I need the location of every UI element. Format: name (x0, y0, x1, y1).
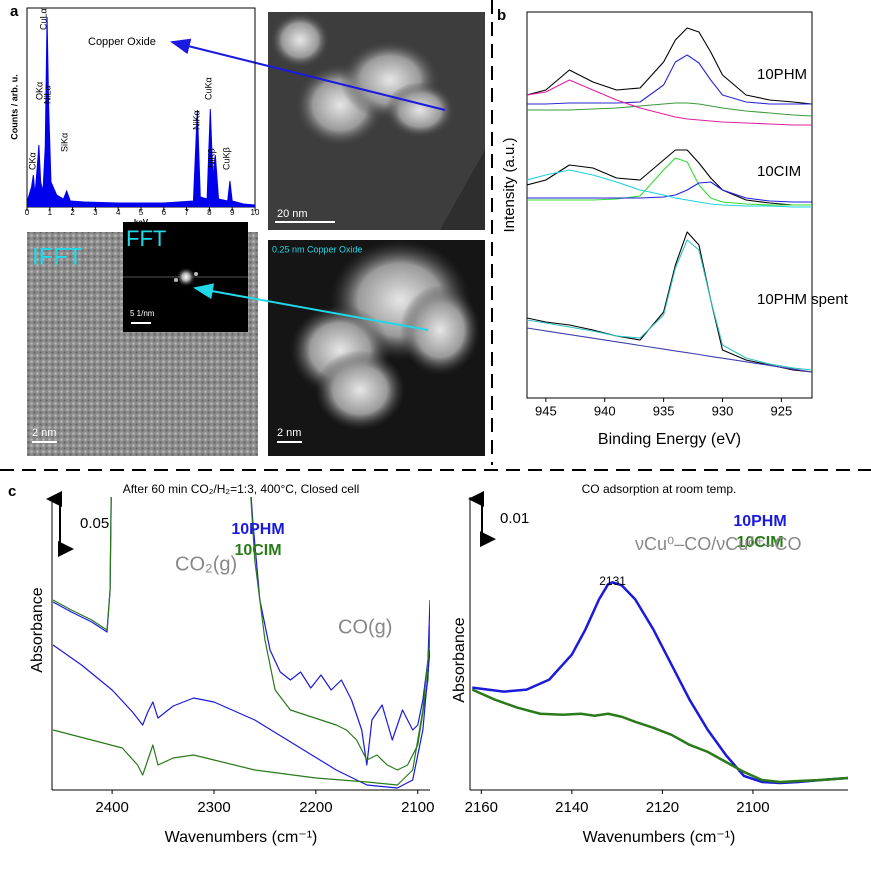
legend-entry: 10CIM (736, 534, 783, 551)
series-line (527, 79, 812, 126)
annotation: NiLα (42, 85, 52, 104)
x-axis-label: Wavenumbers (cm⁻¹) (165, 829, 318, 846)
legend-entry: 10CIM (234, 542, 281, 559)
scale-label: 2 nm (277, 427, 301, 439)
x-tick-label: 4 (116, 208, 121, 217)
x-tick-label: 2400 (95, 799, 128, 816)
arrow (170, 38, 446, 111)
annotation: CuLα (38, 8, 48, 30)
series-line (527, 239, 812, 371)
series-line (527, 149, 812, 206)
tem-top-image: 20 nm (268, 12, 485, 230)
x-tick-label: 940 (594, 403, 616, 418)
scale-label: 2 nm (32, 427, 56, 439)
series-line (527, 157, 812, 206)
scale-label: 5 1/nm (130, 309, 155, 318)
series-line (52, 644, 430, 789)
scale-bar-label: 0.01 (500, 510, 529, 527)
x-tick-label: 2300 (197, 799, 230, 816)
x-tick-label: 1 (48, 208, 53, 217)
annotation: Copper Oxide (88, 36, 156, 48)
spectrum-area (27, 16, 255, 207)
x-tick-label: 930 (712, 403, 734, 418)
annotation: CO(g) (338, 616, 392, 638)
x-tick-label: 0 (25, 208, 30, 217)
series-line (527, 27, 812, 105)
chart: 945 940 935 930 925 Binding Energy (eV) Intens… (501, 11, 849, 448)
y-axis-label: Absorbance (29, 587, 46, 672)
ifft-label: IFFT (32, 243, 83, 270)
haadf-image: 0.25 nm Copper Oxide 2 nm (268, 240, 485, 456)
chart-title: CO adsorption at room temp. (582, 482, 737, 496)
x-tick-label: 2 (70, 208, 75, 217)
x-tick-label: 6 (162, 208, 167, 217)
y-axis-label: Absorbance (451, 617, 468, 702)
series-line (527, 327, 812, 373)
x-tick-label: 935 (653, 403, 675, 418)
peak-label: 2131 (599, 574, 626, 588)
series-line (52, 639, 430, 786)
annotation: 10CIM (757, 163, 801, 180)
series-line (471, 688, 848, 784)
legend-entry: 10PHM (733, 513, 786, 530)
scale-bar-label: 0.05 (80, 515, 109, 532)
x-tick-label: 2100 (401, 799, 434, 816)
x-tick-label: 2160 (465, 799, 498, 816)
annotation: OKα (34, 82, 44, 100)
annotation: CuKβ (221, 147, 231, 170)
x-tick-label: 925 (771, 403, 793, 418)
panel-label: c (8, 483, 16, 500)
x-tick-label: 2120 (646, 799, 679, 816)
x-tick-label: 945 (535, 403, 557, 418)
chart: 2400 2300 2200 2100 Wavenumbers (cm⁻¹) Absorb… (29, 482, 434, 846)
haadf-label: 0.25 nm Copper Oxide (272, 244, 363, 254)
annotation: CuKα (203, 77, 213, 100)
series-line (52, 497, 430, 771)
x-tick-label: 5 (139, 208, 144, 217)
y-axis-label: Intensity (a.u.) (501, 137, 518, 232)
x-tick-label: 3 (93, 208, 98, 217)
annotation: 10PHM (757, 66, 807, 83)
x-tick-label: 10 (251, 208, 260, 217)
x-axis-label: keV (134, 218, 149, 227)
fft-label: FFT (126, 226, 166, 251)
y-axis-label: Counts / arb. u. (9, 74, 19, 140)
annotation: SiKα (59, 133, 69, 152)
annotation: CKα (27, 152, 37, 170)
arrow (193, 283, 429, 331)
annotation: CO₂(g) (175, 553, 237, 575)
series-line (527, 54, 812, 105)
series-line (527, 231, 812, 373)
legend-entry: 10PHM (231, 521, 284, 538)
series-line (527, 169, 812, 208)
annotation: NiKβ (206, 148, 216, 168)
series-line (527, 102, 812, 117)
annotation: 10PHM spent (757, 291, 849, 308)
annotation: NiKα (191, 110, 201, 130)
x-tick-label: 2100 (736, 799, 769, 816)
x-tick-label: 9 (230, 208, 235, 217)
x-axis-label: Binding Energy (eV) (598, 431, 741, 448)
fft-inset: FFT 5 1/nm (123, 222, 248, 332)
series-line (527, 181, 812, 203)
x-tick-label: 7 (184, 208, 189, 217)
panel-label: b (497, 7, 506, 24)
chart-title: After 60 min CO₂/H₂=1:3, 400°C, Closed c… (123, 482, 360, 496)
x-axis-label: Wavenumbers (cm⁻¹) (583, 829, 736, 846)
annotation: νCu⁰–CO/νCuᵟ⁺–CO (635, 534, 802, 554)
x-tick-label: 2140 (555, 799, 588, 816)
panel-label: a (10, 3, 19, 20)
scale-label: 20 nm (277, 208, 308, 220)
x-tick-label: 8 (207, 208, 212, 217)
x-tick-label: 2200 (299, 799, 332, 816)
series-line (472, 581, 848, 785)
